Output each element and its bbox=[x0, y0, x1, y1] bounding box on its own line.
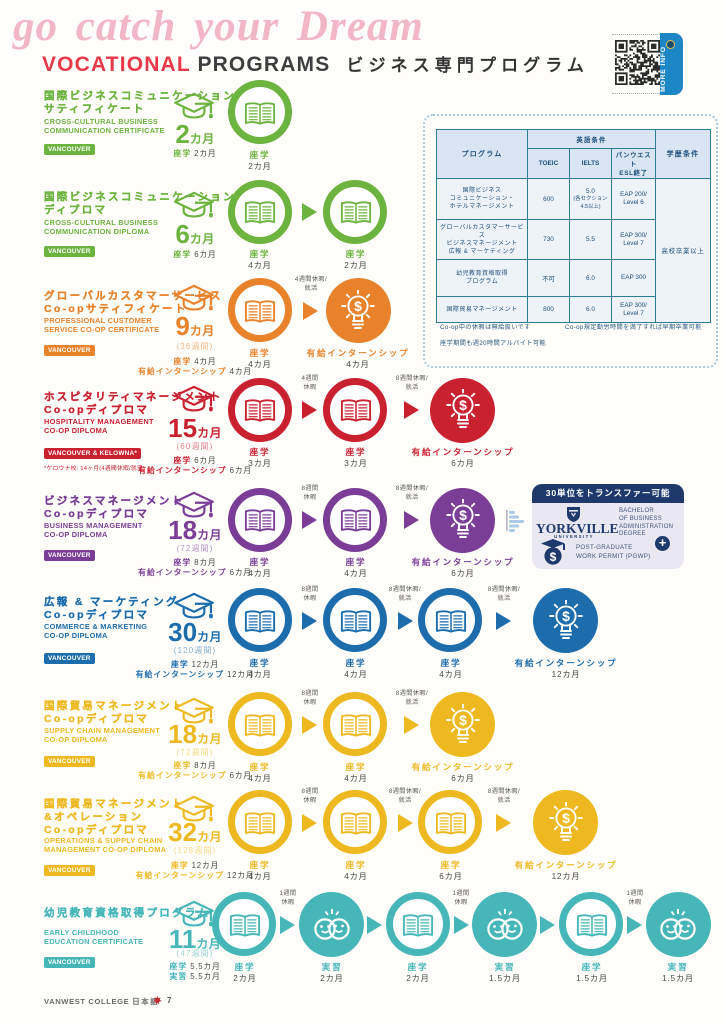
svg-text:$: $ bbox=[562, 810, 570, 826]
svg-text:$: $ bbox=[562, 608, 570, 624]
svg-text:$: $ bbox=[459, 712, 467, 728]
svg-text:$: $ bbox=[550, 550, 557, 564]
svg-text:$: $ bbox=[354, 298, 362, 314]
svg-text:$: $ bbox=[459, 397, 467, 413]
svg-text:$: $ bbox=[459, 507, 467, 523]
